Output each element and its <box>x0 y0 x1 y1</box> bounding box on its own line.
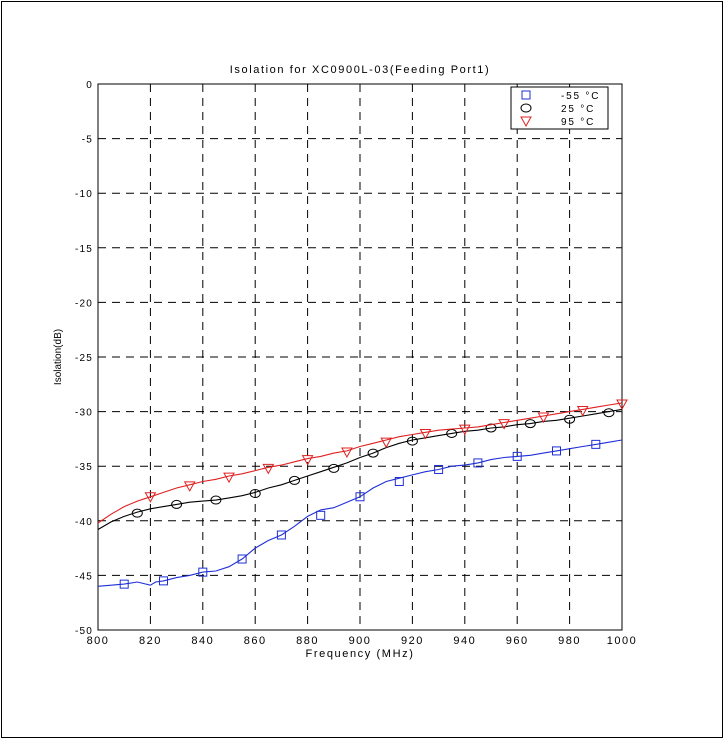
x-tick-label: 1000 <box>607 635 637 647</box>
series-line <box>97 439 623 587</box>
legend-marker <box>520 103 532 113</box>
legend-marker <box>521 90 531 100</box>
legend-label: -55 °C <box>561 91 600 102</box>
x-tick-label: 980 <box>558 635 581 647</box>
data-point-marker <box>159 576 168 586</box>
series-layer <box>97 399 628 589</box>
data-point-marker <box>131 508 143 518</box>
data-point-marker <box>367 448 379 458</box>
data-point-marker <box>394 476 404 486</box>
data-point-marker <box>276 530 286 540</box>
x-tick-label: 940 <box>453 635 476 647</box>
y-tick-label: -10 <box>75 189 93 200</box>
data-point-marker <box>616 399 628 410</box>
data-point-marker <box>355 492 365 502</box>
legend-label: 25 °C <box>561 104 595 115</box>
y-tick-label: -35 <box>75 462 93 473</box>
y-tick-label: -40 <box>75 517 93 528</box>
x-tick-label: 880 <box>296 635 319 647</box>
y-tick-label: -20 <box>75 298 93 309</box>
data-point-marker <box>498 419 510 430</box>
y-tick-label: -15 <box>75 244 93 255</box>
data-point-marker <box>316 510 326 520</box>
data-point-marker <box>524 419 536 429</box>
data-point-marker <box>473 458 483 468</box>
x-tick-label: 960 <box>506 635 529 647</box>
data-point-marker <box>119 579 129 589</box>
data-point-marker <box>341 447 353 459</box>
data-point-marker <box>576 406 589 417</box>
legend-box <box>510 86 609 130</box>
x-tick-label: 820 <box>139 635 162 647</box>
x-tick-label: 920 <box>401 635 424 647</box>
data-point-marker <box>603 408 615 418</box>
x-tick-label: 900 <box>349 635 372 647</box>
data-point-marker <box>183 481 196 492</box>
data-point-marker <box>552 446 561 456</box>
grid <box>98 84 622 630</box>
data-point-marker <box>144 492 157 503</box>
data-point-marker <box>262 463 275 475</box>
data-point-marker <box>237 554 247 564</box>
series-line <box>97 408 623 530</box>
chart-title: Isolation for XC0900L-03(Feeding Port1) <box>230 64 491 76</box>
data-point-marker <box>512 451 522 461</box>
legend-marker <box>520 116 532 128</box>
x-tick-label: 860 <box>244 635 267 647</box>
series-line <box>97 402 623 524</box>
series <box>97 439 623 589</box>
y-tick-label: -50 <box>75 626 93 637</box>
data-point-marker <box>537 412 550 424</box>
data-point-marker <box>485 423 497 433</box>
data-point-marker <box>289 475 300 485</box>
y-tick-label: -25 <box>75 353 93 364</box>
series <box>97 399 628 524</box>
data-point-marker <box>406 436 418 446</box>
y-axis-label: Isolation(dB) <box>53 329 64 385</box>
x-tick-label: 840 <box>191 635 214 647</box>
data-point-marker <box>249 489 261 498</box>
data-point-marker <box>419 428 432 440</box>
data-point-marker <box>328 463 340 473</box>
data-point-marker <box>198 567 208 577</box>
y-tick-label: -45 <box>75 571 93 582</box>
data-point-marker <box>434 464 444 474</box>
plot-area-frame <box>97 83 623 631</box>
data-point-marker <box>223 472 235 484</box>
x-axis-label: Frequency (MHz) <box>306 648 415 660</box>
y-axis-ticks: 0 -5 -10 -15 -20 -25 -30 -35 -40 -45 -50 <box>75 80 93 637</box>
x-axis-ticks: 800 820 840 860 880 900 920 940 960 980 1000 <box>87 635 637 647</box>
data-point-marker <box>564 414 576 424</box>
x-tick-label: 800 <box>87 635 110 647</box>
data-point-marker <box>210 495 222 505</box>
y-tick-label: -30 <box>75 408 93 419</box>
data-point-marker <box>171 499 183 509</box>
data-point-marker <box>458 424 471 436</box>
legend: -55 °C 25 °C 95 °C <box>510 86 609 130</box>
y-tick-label: 0 <box>86 80 93 91</box>
y-tick-label: -5 <box>82 135 93 146</box>
data-point-marker <box>380 437 393 449</box>
series <box>97 408 623 530</box>
data-point-marker <box>301 455 314 466</box>
data-point-marker <box>591 439 601 449</box>
legend-label: 95 °C <box>561 117 595 128</box>
